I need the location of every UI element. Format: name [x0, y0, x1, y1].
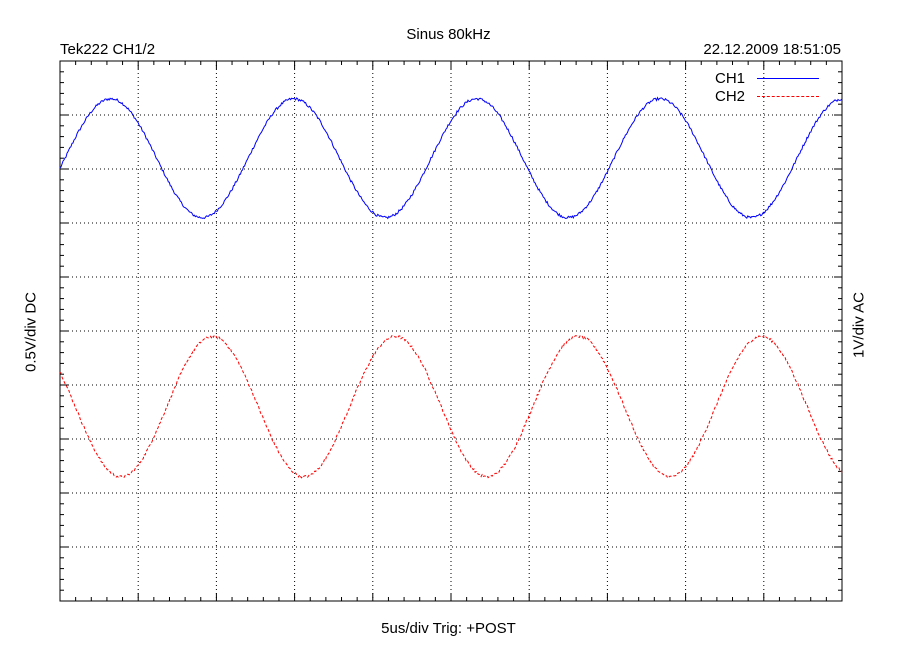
series-line-ch2: [59, 334, 843, 479]
legend-swatch-ch2: [757, 95, 819, 97]
legend: CH1 CH2: [715, 69, 819, 105]
plot-frame: [59, 60, 843, 602]
legend-label-ch2: CH2: [714, 87, 745, 105]
legend-entry-ch1: CH1: [715, 69, 819, 87]
legend-entry-ch2: CH2: [715, 87, 819, 105]
legend-swatch-ch1: [757, 77, 819, 79]
x-axis-label: 5us/div Trig: +POST: [381, 620, 516, 637]
instrument-label: Tek222 CH1/2: [60, 41, 156, 58]
timestamp: 22.12.2009 18:51:05: [703, 41, 841, 58]
legend-label-ch1: CH1: [714, 69, 745, 87]
chart-title: Sinus 80kHz: [406, 26, 491, 43]
series-line-ch1: [59, 96, 843, 220]
